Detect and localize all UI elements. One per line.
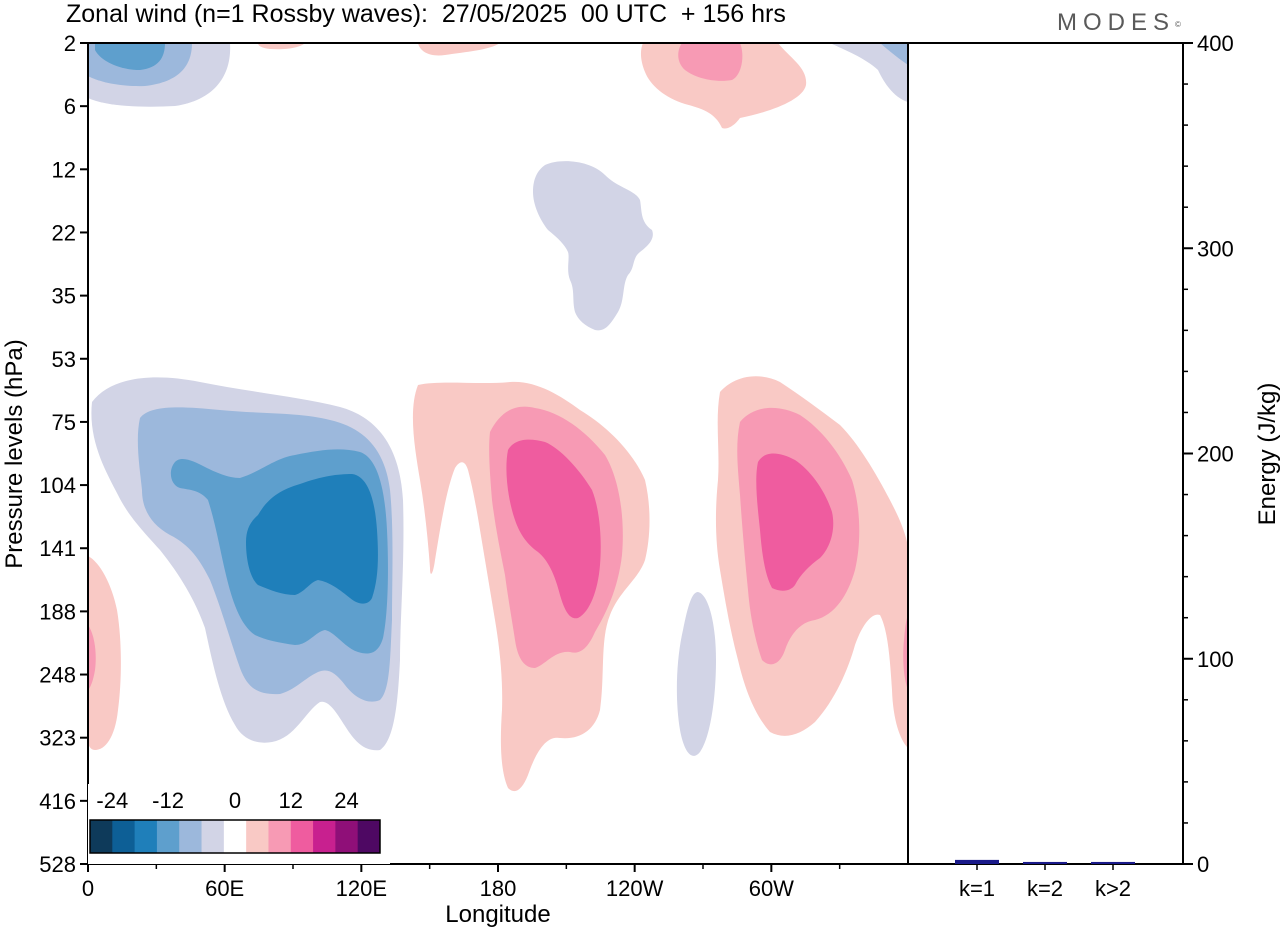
contour-neg-level3 — [95, 43, 165, 70]
contour-neg-level2 — [880, 43, 908, 65]
energy-tick-label: 100 — [1197, 647, 1234, 672]
y-tick-label: 53 — [52, 347, 76, 372]
colorbar-swatch — [134, 820, 158, 853]
colorbar-frame — [89, 819, 381, 854]
y-tick-label: 6 — [64, 94, 76, 119]
contour-neg-level1 — [830, 43, 908, 102]
colorbar-swatch — [156, 820, 180, 853]
y-tick-label: 104 — [39, 473, 76, 498]
contour-pos-level3 — [756, 453, 834, 591]
energy-category-label: k=1 — [959, 876, 995, 901]
energy-bar — [1023, 861, 1067, 864]
y-tick-label: 248 — [39, 663, 76, 688]
colorbar-swatch — [90, 820, 113, 853]
colorbar-label: -12 — [152, 788, 184, 813]
colorbar-label: 24 — [334, 788, 358, 813]
x-tick-label: 120E — [336, 876, 387, 901]
x-tick-label: 60W — [749, 876, 794, 901]
y-tick-label: 75 — [52, 410, 76, 435]
y-tick-label: 188 — [39, 599, 76, 624]
contour-pos-level1 — [88, 556, 121, 750]
colorbar-swatch — [290, 820, 314, 853]
energy-axis-title: Energy (J/kg) — [1254, 383, 1280, 526]
colorbar-swatch — [313, 820, 336, 853]
x-tick-label: 60E — [205, 876, 244, 901]
y-tick-label: 141 — [39, 536, 76, 561]
colorbar-swatches — [89, 819, 381, 854]
y-tick-label: 2 — [64, 31, 76, 56]
y-tick-label: 12 — [52, 157, 76, 182]
colorbar-swatch — [268, 820, 292, 853]
y-tick-label: 323 — [39, 726, 76, 751]
x-tick-label: 180 — [480, 876, 517, 901]
colorbar-label: -24 — [96, 788, 128, 813]
contour-neg-level1 — [533, 161, 653, 331]
colorbar-swatch — [112, 820, 136, 853]
energy-bars: k=1 k=2 k>2 — [955, 859, 1135, 901]
energy-bar — [955, 859, 999, 864]
y-tick-label: 528 — [39, 852, 76, 877]
energy-bar — [1091, 861, 1135, 864]
y-axis: 2 6 12 22 35 53 75 104 141 188 248 323 416 528 — [39, 31, 88, 877]
colorbar-swatch — [179, 820, 203, 853]
contour-pos-level2 — [678, 43, 743, 81]
x-axis-title: Longitude — [445, 901, 550, 928]
colorbar-label: 0 — [229, 788, 241, 813]
y-tick-label: 35 — [52, 284, 76, 309]
contour-pos-level2 — [903, 615, 908, 690]
contour-pos-level3 — [506, 439, 601, 619]
contour-neg-level1 — [676, 592, 716, 756]
colorbar-swatch — [201, 820, 225, 853]
x-axis: 0 60E 120E 180 120W 60W — [82, 864, 841, 901]
colorbar-swatch — [357, 820, 381, 853]
x-tick-label: 120W — [606, 876, 664, 901]
energy-tick-label: 200 — [1197, 442, 1234, 467]
y-tick-label: 416 — [39, 789, 76, 814]
energy-tick-label: 300 — [1197, 236, 1234, 261]
contour-field — [88, 43, 908, 864]
plot-title: Zonal wind (n=1 Rossby waves): 27/05/202… — [66, 0, 786, 28]
brand-logo: MODES© — [1057, 9, 1181, 36]
colorbar-labels: -24 -12 0 12 24 — [96, 788, 358, 813]
colorbar-swatch — [246, 820, 269, 853]
energy-axis: 0 100 200 300 400 — [1183, 31, 1234, 877]
x-tick-label: 0 — [82, 876, 94, 901]
y-axis-title: Pressure levels (hPa) — [1, 339, 28, 568]
colorbar-swatch — [223, 820, 247, 853]
colorbar: -24 -12 0 12 24 — [88, 784, 390, 864]
energy-tick-label: 0 — [1197, 852, 1209, 877]
contour-neg-level4 — [246, 474, 378, 604]
y-tick-label: 22 — [52, 220, 76, 245]
contour-pos-level1 — [418, 43, 500, 56]
colorbar-label: 12 — [279, 788, 303, 813]
energy-category-label: k>2 — [1095, 876, 1131, 901]
contour-pos-level1 — [258, 43, 305, 50]
contour-pos-level2 — [88, 625, 96, 690]
energy-category-label: k=2 — [1027, 876, 1063, 901]
energy-tick-label: 400 — [1197, 31, 1234, 56]
colorbar-swatch — [335, 820, 359, 853]
